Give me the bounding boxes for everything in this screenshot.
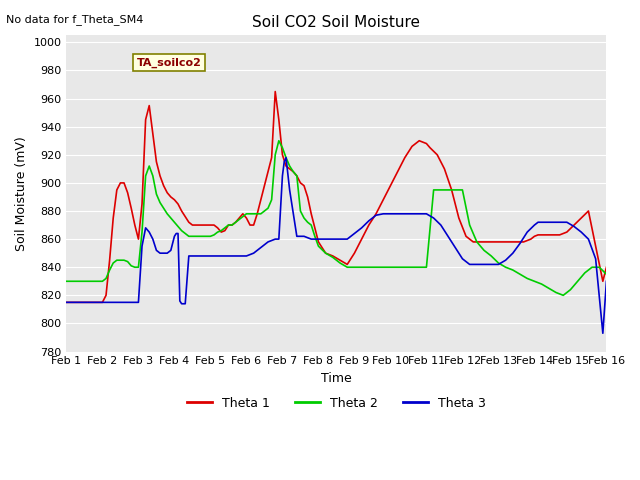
Line: Theta 3: Theta 3 <box>67 157 607 333</box>
Title: Soil CO2 Soil Moisture: Soil CO2 Soil Moisture <box>252 15 420 30</box>
Theta 3 <box>548 219 556 225</box>
Theta 3 <box>163 250 171 256</box>
Theta 2 <box>588 264 596 270</box>
Theta 3 <box>315 236 323 242</box>
Theta 1 <box>484 239 492 245</box>
Theta 3 <box>563 219 571 225</box>
Theta 1 <box>271 89 279 95</box>
Theta 2 <box>246 211 254 216</box>
Theta 1 <box>192 222 200 228</box>
Theta 2 <box>210 232 218 238</box>
Text: TA_soilco2: TA_soilco2 <box>136 58 202 68</box>
Theta 2 <box>63 278 70 284</box>
Theta 1 <box>603 264 611 270</box>
Theta 3 <box>63 300 70 305</box>
Theta 1 <box>556 232 563 238</box>
Theta 1 <box>63 300 70 305</box>
Theta 2 <box>163 211 171 216</box>
Theta 1 <box>422 141 430 146</box>
Theta 3 <box>541 219 549 225</box>
Theta 2 <box>559 292 567 298</box>
Line: Theta 1: Theta 1 <box>67 92 607 302</box>
Theta 2 <box>603 271 611 277</box>
Y-axis label: Soil Moisture (mV): Soil Moisture (mV) <box>15 136 28 251</box>
X-axis label: Time: Time <box>321 372 352 385</box>
Theta 1 <box>77 300 84 305</box>
Line: Theta 2: Theta 2 <box>67 141 607 295</box>
Theta 2 <box>152 191 160 197</box>
Theta 2 <box>275 138 283 144</box>
Theta 3 <box>603 278 611 284</box>
Text: No data for f_Theta_SM4: No data for f_Theta_SM4 <box>6 14 144 25</box>
Theta 2 <box>296 208 304 214</box>
Theta 3 <box>282 155 290 160</box>
Legend: Theta 1, Theta 2, Theta 3: Theta 1, Theta 2, Theta 3 <box>182 392 491 415</box>
Theta 3 <box>599 330 607 336</box>
Theta 1 <box>74 300 81 305</box>
Theta 3 <box>532 221 540 227</box>
